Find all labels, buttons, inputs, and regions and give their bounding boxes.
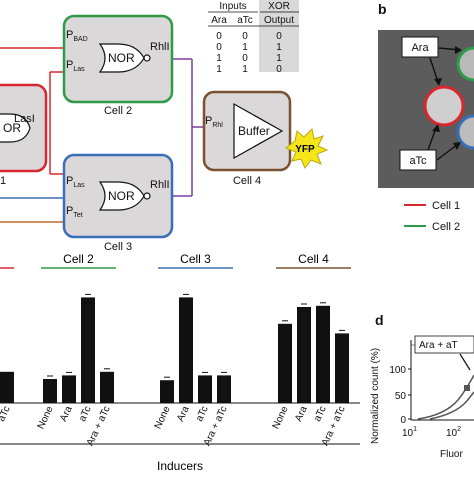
truth-table-cell: 0	[216, 42, 222, 53]
cell3-nor-gate-icon	[98, 181, 145, 211]
svg-text:PRhl: PRhl	[205, 115, 223, 129]
bar-category-label: aTc	[312, 405, 329, 424]
cell1-label-truncated: 1	[0, 175, 6, 187]
panel-b-label: b	[378, 1, 387, 17]
arrow-icon	[455, 46, 462, 54]
cell2-nor-gate-icon	[98, 43, 145, 73]
histogram-chart: d Normalized count (%) 100 50 0 101 102 …	[370, 312, 474, 460]
bar-cell4-none	[278, 323, 292, 403]
panel-d-label: d	[375, 312, 384, 328]
bar-cell4-ara	[297, 307, 311, 403]
svg-text:aTc: aTc	[237, 15, 253, 26]
truth-table-cell: 1	[242, 64, 248, 75]
plate-spot-cell1	[423, 85, 465, 127]
legend-cell1-label: Cell 1	[432, 200, 460, 212]
bar-cell1-ara-atc	[0, 371, 14, 403]
histogram-annotation: Ara + aT	[419, 340, 458, 351]
plate-atc-label: aTc	[409, 155, 427, 167]
truth-table-cell: 0	[276, 64, 282, 75]
histogram-xlabel: Fluor	[440, 449, 463, 460]
cell1-gate-label: OR	[3, 121, 21, 135]
bar-cell2-none	[43, 379, 57, 403]
bar-category-label: aTc	[194, 405, 211, 424]
cell2-label: Cell 2	[104, 105, 132, 117]
truth-table-rows: 0 0 00 1 11 0 11 1 0	[216, 31, 282, 75]
histogram-ytick: 50	[395, 391, 407, 402]
bar-category-label: Ara	[175, 404, 192, 423]
bar-category-label: None	[153, 404, 173, 431]
panel-b: b Ara aTc Cell 1 Cell 2	[378, 1, 474, 233]
legend-cell2-label: Cell 2	[432, 221, 460, 233]
bar-category-label: None	[36, 404, 56, 431]
yfp-burst-icon	[285, 127, 329, 169]
svg-text:Output: Output	[264, 15, 294, 26]
bar-cell4-atc	[316, 305, 330, 403]
histogram-xtick: 101	[402, 426, 417, 439]
truth-table-cell: 0	[242, 31, 248, 42]
cell2-gate-label: NOR	[108, 51, 135, 65]
arrow-icon	[434, 78, 442, 86]
bar-category-label: None	[271, 404, 291, 431]
histogram-marker	[464, 385, 470, 391]
group-label-cell2: Cell 2	[63, 252, 94, 266]
bar-cell2-atc	[81, 297, 95, 403]
truth-table-cell: 1	[276, 53, 282, 64]
histogram-curve	[429, 391, 474, 420]
truth-table-inputs-header: Inputs	[219, 1, 246, 12]
bar-cell2-ara-atc	[100, 371, 114, 403]
truth-table: Inputs XOR Ara aTc Output 0 0 00 1 11 0 11 1 0	[208, 0, 299, 75]
truth-table-cell: 0	[276, 31, 282, 42]
bar-category-label: aTc	[77, 405, 94, 424]
svg-text:Ara: Ara	[211, 15, 227, 26]
histogram-ytick: 100	[389, 365, 406, 376]
histogram-ytick: 0	[400, 415, 406, 426]
cell4-label: Cell 4	[233, 175, 261, 187]
truth-table-cell: 1	[216, 53, 222, 64]
truth-table-cell: 0	[216, 31, 222, 42]
histogram-curve	[417, 374, 474, 420]
yfp-label: YFP	[295, 144, 315, 155]
truth-table-cell: 1	[242, 42, 248, 53]
bar-chart-xlabel: Inducers	[157, 459, 203, 473]
svg-text:PTet: PTet	[66, 205, 83, 219]
bar-category-label: aTc	[0, 405, 13, 424]
bar-cell3-ara	[179, 297, 193, 403]
svg-text:PLas: PLas	[66, 59, 85, 73]
cell3-output-label: RhlI	[150, 179, 170, 191]
bar-cell3-none	[160, 380, 174, 403]
svg-text:PLas: PLas	[66, 175, 85, 189]
cell3-label: Cell 3	[104, 241, 132, 253]
group-label-cell3: Cell 3	[180, 252, 211, 266]
cell2-output-label: RhlI	[150, 41, 170, 53]
histogram-xtick: 102	[446, 426, 461, 439]
cell1-output-label: LasI	[14, 113, 35, 125]
cell1-or-gate-icon	[0, 113, 31, 143]
cell4-gate-label: Buffer	[238, 124, 270, 138]
truth-table-cell: 0	[242, 53, 248, 64]
bar-cell3-atc	[198, 375, 212, 403]
plate-spot-cell3	[456, 114, 474, 150]
histogram-ylabel: Normalized count (%)	[370, 348, 381, 444]
svg-text:PBAD: PBAD	[66, 29, 88, 43]
truth-table-cell: 1	[216, 64, 222, 75]
truth-table-cell: 1	[276, 42, 282, 53]
bar-cell4-ara-atc	[335, 333, 349, 403]
bar-cell3-ara-atc	[217, 375, 231, 403]
plate-ara-label: Ara	[411, 42, 429, 54]
cell3-gate-label: NOR	[108, 189, 135, 203]
bar-category-label: Ara	[58, 404, 75, 423]
bar-category-label: Ara	[293, 404, 310, 423]
arrow-icon	[432, 124, 440, 132]
arrow-icon	[453, 142, 461, 150]
plate-spot-cell2	[456, 46, 474, 82]
bar-cell2-ara	[62, 375, 76, 403]
truth-table-xor-header: XOR	[268, 1, 290, 12]
group-label-cell4: Cell 4	[298, 252, 329, 266]
circuit-diagram: OR LasI 1 PBAD PLas NOR RhlI Cell 2 PLas…	[0, 0, 329, 253]
cell4-buffer-icon	[233, 102, 284, 160]
